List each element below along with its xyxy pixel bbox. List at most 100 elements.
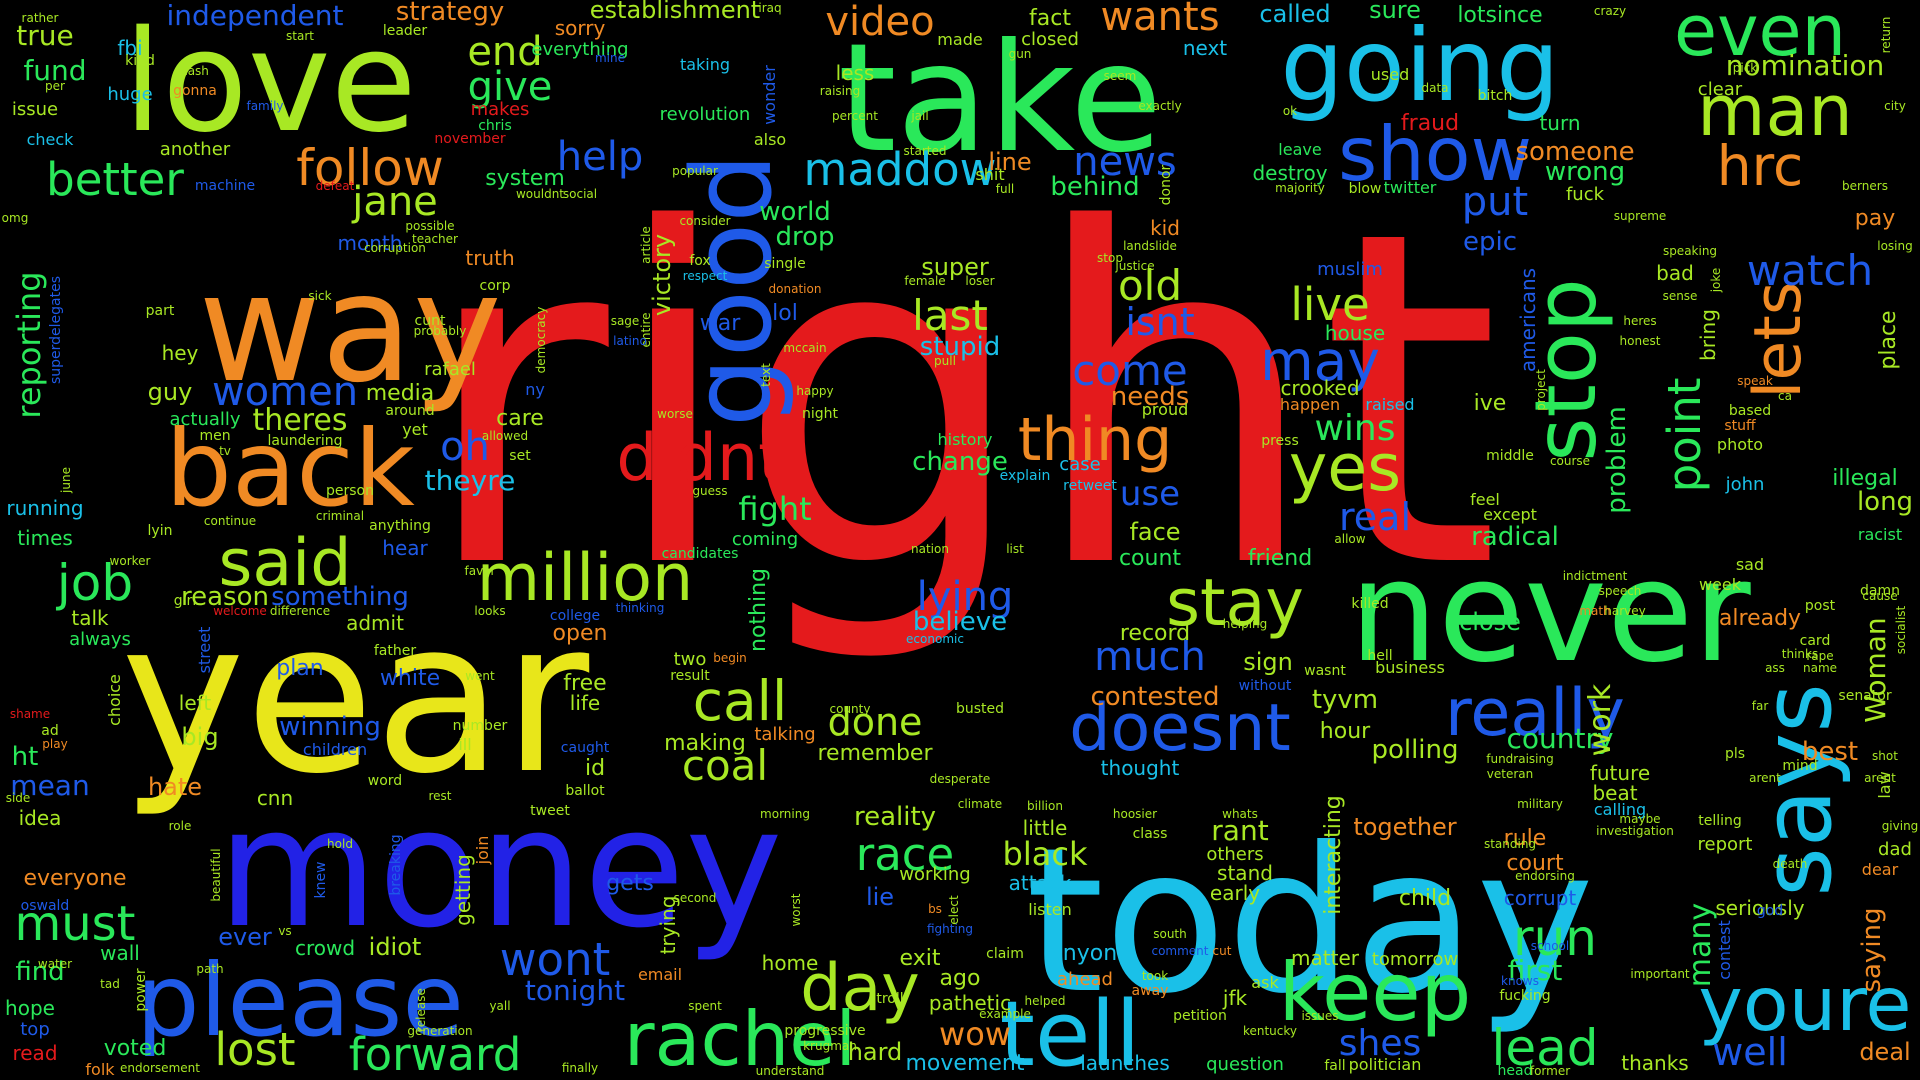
word-return: return — [1879, 17, 1893, 54]
word-role: role — [169, 819, 192, 833]
word-id: id — [585, 756, 605, 781]
word-city: city — [1884, 99, 1906, 113]
word-ever: ever — [218, 923, 272, 951]
word-wrong: wrong — [1545, 157, 1625, 187]
word-popular: popular — [672, 164, 718, 178]
word-beat: beat — [1592, 781, 1637, 805]
word-needs: needs — [1111, 382, 1190, 412]
word-knew: knew — [313, 861, 329, 898]
word-americans: americans — [1516, 268, 1540, 372]
word-running: running — [6, 496, 83, 520]
word-back: back — [165, 408, 415, 530]
word-november: november — [434, 131, 505, 147]
word-based: based — [1729, 403, 1771, 419]
word-middle: middle — [1486, 448, 1534, 464]
word-standing: standing — [1484, 837, 1536, 851]
word-mine: mine — [595, 51, 625, 65]
word-maybe: maybe — [1619, 812, 1660, 826]
word-open: open — [553, 621, 608, 646]
word-first: first — [1508, 954, 1563, 987]
word-court: court — [1506, 851, 1564, 876]
word-god: god — [1757, 903, 1783, 919]
word-super: super — [921, 253, 989, 281]
word-money: money — [217, 772, 782, 964]
word-wins: wins — [1314, 408, 1395, 449]
word-stupid: stupid — [920, 332, 1000, 362]
word-done: done — [828, 700, 923, 744]
word-victory: victory — [648, 234, 676, 316]
word-life: life — [570, 691, 600, 715]
word-launches: launches — [1080, 1051, 1170, 1075]
word-arent: arent — [1864, 771, 1896, 785]
word-sense: sense — [1663, 289, 1698, 303]
word-june: june — [59, 467, 73, 494]
word-bs: bs — [928, 902, 942, 916]
word-country: country — [1506, 722, 1613, 755]
word-cut: cut — [1213, 944, 1232, 958]
word-nomination: nomination — [1726, 49, 1884, 82]
word-project: project — [1534, 369, 1548, 411]
word-explain: explain — [1000, 468, 1051, 484]
word-donation: donation — [769, 282, 822, 296]
word-calling: calling — [1594, 800, 1646, 819]
word-hold: hold — [327, 837, 353, 851]
word-fall: fall — [1324, 1058, 1345, 1074]
word-gets: gets — [606, 871, 654, 896]
word-important: important — [1630, 967, 1690, 981]
word-mccain: mccain — [783, 341, 826, 355]
word-maddow: maddow — [804, 143, 997, 196]
word-times: times — [17, 526, 73, 550]
word-year: year — [121, 575, 590, 820]
word-petition: petition — [1173, 1008, 1227, 1024]
word-defeat: defeat — [316, 179, 355, 193]
word-huge: huge — [107, 84, 152, 105]
word-military: military — [1517, 797, 1563, 811]
word-kid: kid — [1150, 216, 1180, 240]
word-family: family — [246, 99, 283, 113]
word-wasnt: wasnt — [1304, 663, 1346, 679]
word-county: county — [830, 702, 871, 716]
word-voted: voted — [104, 1036, 167, 1061]
word-attack: attack — [1009, 871, 1072, 895]
word-crazy: crazy — [1594, 4, 1626, 18]
word-guess: guess — [692, 484, 727, 498]
word-tonight: tonight — [525, 974, 625, 1007]
word-deal: deal — [1859, 1038, 1910, 1066]
word-cnn: cnn — [257, 786, 293, 810]
word-taking: taking — [680, 55, 730, 74]
word-comment: comment — [1151, 944, 1208, 958]
word-racist: racist — [1858, 525, 1902, 544]
word-school: school — [1531, 939, 1569, 953]
word-theyre: theyre — [425, 464, 516, 497]
word-fund: fund — [23, 54, 86, 87]
word-investigation: investigation — [1596, 824, 1674, 838]
word-busted: busted — [956, 701, 1004, 717]
word-jane: jane — [351, 179, 438, 225]
word-crooked: crooked — [1280, 376, 1359, 400]
word-kentucky: kentucky — [1243, 1024, 1297, 1038]
word-exit: exit — [900, 946, 941, 971]
word-stop: stop — [1097, 251, 1123, 265]
word-free: free — [563, 671, 606, 696]
word-report: report — [1698, 834, 1753, 855]
word-going: going — [1280, 7, 1559, 124]
word-latino: latino — [613, 334, 647, 348]
word-believe: believe — [913, 607, 1007, 637]
word-working: working — [899, 864, 970, 885]
word-admit: admit — [346, 611, 404, 635]
word-giving: giving — [1882, 819, 1919, 833]
word-per: per — [45, 79, 65, 93]
word-chris: chris — [478, 118, 512, 134]
word-generation: generation — [407, 1024, 472, 1038]
word-tell: tell — [1000, 982, 1141, 1080]
word-never: never — [1349, 531, 1751, 694]
word-text: text — [759, 363, 773, 387]
word-point: point — [1658, 378, 1711, 493]
word-hey: hey — [162, 341, 199, 365]
word-everything: everything — [531, 39, 628, 60]
word-south: south — [1153, 927, 1187, 941]
word-happy: happy — [796, 384, 833, 398]
word-independent: independent — [167, 0, 344, 32]
word-ca: ca — [1778, 389, 1792, 403]
word-berners: berners — [1842, 179, 1888, 193]
